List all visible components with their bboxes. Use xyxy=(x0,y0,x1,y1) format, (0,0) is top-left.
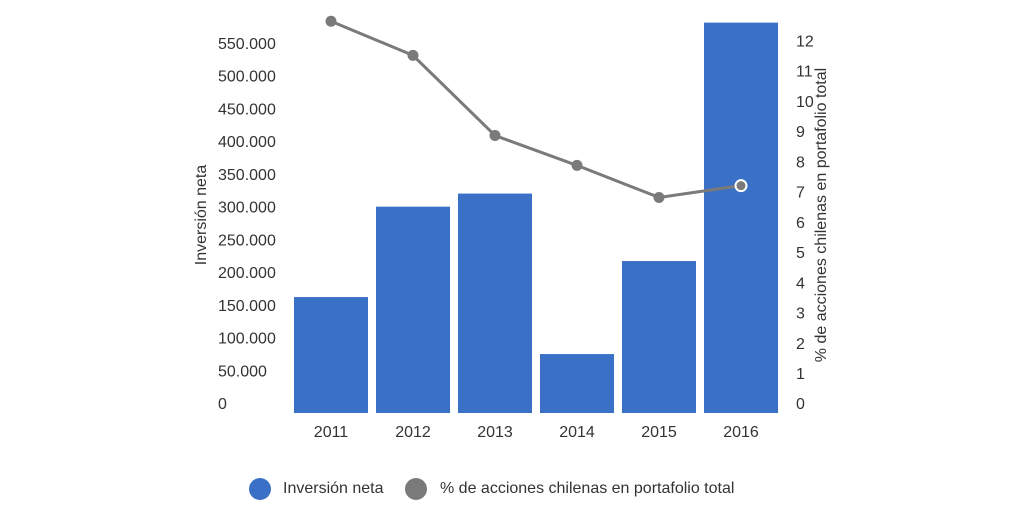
y-tick-label: 350.000 xyxy=(218,167,276,184)
y-tick-label: 500.000 xyxy=(218,69,276,86)
bar xyxy=(704,22,778,414)
bar xyxy=(458,193,532,413)
y2-axis-title: % de acciones chilenas en portafolio tot… xyxy=(813,68,830,362)
y2-tick-label: 7 xyxy=(796,185,805,202)
bar xyxy=(294,297,368,413)
line xyxy=(330,19,742,199)
line-point xyxy=(489,129,501,141)
y-tick-label: 100.000 xyxy=(218,331,276,348)
y-tick-label: 300.000 xyxy=(218,200,276,217)
y2-tick-label: 1 xyxy=(796,366,805,383)
x-tick-label: 2013 xyxy=(477,424,513,441)
legend-swatch xyxy=(405,478,427,500)
y2-tick-label: 8 xyxy=(796,154,805,171)
y2-tick-label: 12 xyxy=(796,33,814,50)
bar xyxy=(622,261,696,413)
y2-tick-label: 4 xyxy=(796,275,805,292)
bar xyxy=(376,206,450,413)
y2-tick-label: 9 xyxy=(796,124,805,141)
y2-tick-label: 2 xyxy=(796,336,805,353)
line-point xyxy=(407,49,419,61)
y-tick-label: 250.000 xyxy=(218,232,276,249)
y-tick-label: 150.000 xyxy=(218,298,276,315)
line-point xyxy=(734,179,748,193)
y2-tick-label: 11 xyxy=(796,64,813,81)
y2-tick-label: 10 xyxy=(796,94,814,111)
y-tick-label: 200.000 xyxy=(218,265,276,282)
x-tick-label: 2012 xyxy=(395,424,431,441)
y-tick-label: 50.000 xyxy=(218,363,267,380)
x-tick-label: 2014 xyxy=(559,424,595,441)
y-tick-label: 400.000 xyxy=(218,134,276,151)
line-point xyxy=(571,159,583,171)
y2-tick-label: 3 xyxy=(796,306,805,323)
y-tick-label: 550.000 xyxy=(218,36,276,53)
y2-tick-label: 6 xyxy=(796,215,805,232)
y2-tick-label: 0 xyxy=(796,396,805,413)
bar xyxy=(540,354,614,413)
legend-label: Inversión neta xyxy=(283,480,384,497)
y-axis-title: Inversión neta xyxy=(193,165,210,266)
legend-label: % de acciones chilenas en portafolio tot… xyxy=(440,480,734,497)
x-tick-label: 2016 xyxy=(723,424,759,441)
x-tick-label: 2015 xyxy=(641,424,677,441)
line-point xyxy=(653,191,665,203)
y2-tick-label: 5 xyxy=(796,245,805,262)
x-tick-label: 2011 xyxy=(314,424,349,441)
y-tick-label: 450.000 xyxy=(218,101,276,118)
line-point xyxy=(325,15,337,27)
legend-swatch xyxy=(249,478,271,500)
y-tick-label: 0 xyxy=(218,396,227,413)
